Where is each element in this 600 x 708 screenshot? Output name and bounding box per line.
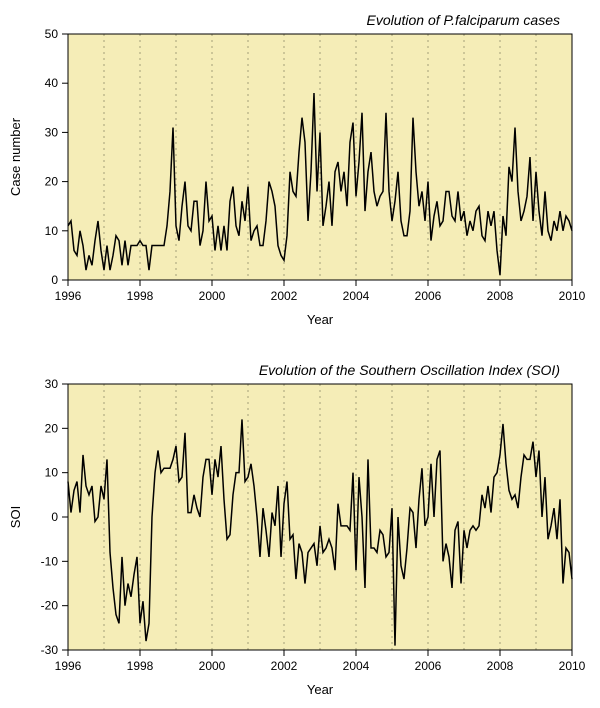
svg-text:2002: 2002: [271, 289, 298, 303]
svg-text:2008: 2008: [487, 289, 514, 303]
svg-text:1996: 1996: [55, 659, 82, 673]
svg-text:2006: 2006: [415, 289, 442, 303]
svg-text:-10: -10: [41, 554, 59, 568]
svg-text:2006: 2006: [415, 659, 442, 673]
svg-text:40: 40: [45, 76, 59, 90]
svg-text:20: 20: [45, 421, 59, 435]
svg-text:10: 10: [45, 224, 59, 238]
top-chart-title: Evolution of P.falciparum cases: [0, 0, 600, 28]
svg-text:1996: 1996: [55, 289, 82, 303]
svg-text:SOI: SOI: [8, 506, 23, 528]
svg-text:30: 30: [45, 378, 59, 391]
svg-text:2000: 2000: [199, 289, 226, 303]
figure-container: Evolution of P.falciparum cases 1996 1998…: [0, 0, 600, 708]
svg-text:-30: -30: [41, 643, 59, 657]
svg-text:0: 0: [51, 273, 58, 287]
svg-text:2004: 2004: [343, 289, 370, 303]
svg-text:1998: 1998: [127, 659, 154, 673]
svg-text:50: 50: [45, 28, 59, 41]
svg-text:-20: -20: [41, 599, 59, 613]
bottom-chart-panel: Evolution of the Southern Oscillation In…: [0, 350, 600, 708]
svg-text:0: 0: [51, 510, 58, 524]
svg-text:Case number: Case number: [8, 117, 23, 196]
svg-text:2010: 2010: [559, 659, 586, 673]
svg-text:20: 20: [45, 175, 59, 189]
svg-text:10: 10: [45, 466, 59, 480]
top-chart-panel: Evolution of P.falciparum cases 1996 1998…: [0, 0, 600, 350]
svg-text:1998: 1998: [127, 289, 154, 303]
svg-text:Year: Year: [307, 312, 334, 327]
svg-text:2004: 2004: [343, 659, 370, 673]
svg-text:2008: 2008: [487, 659, 514, 673]
svg-text:2010: 2010: [559, 289, 586, 303]
soi-line-chart: 19961998200020022004200620082010-30-20-1…: [0, 378, 600, 708]
cases-line-chart: 1996 1998 2000 2002 2004 2006 2008 2010 0 10 20 30 4…: [0, 28, 600, 338]
svg-text:2000: 2000: [199, 659, 226, 673]
svg-text:Year: Year: [307, 682, 334, 697]
bottom-chart-title: Evolution of the Southern Oscillation In…: [0, 350, 600, 378]
svg-text:2002: 2002: [271, 659, 298, 673]
svg-text:30: 30: [45, 125, 59, 139]
